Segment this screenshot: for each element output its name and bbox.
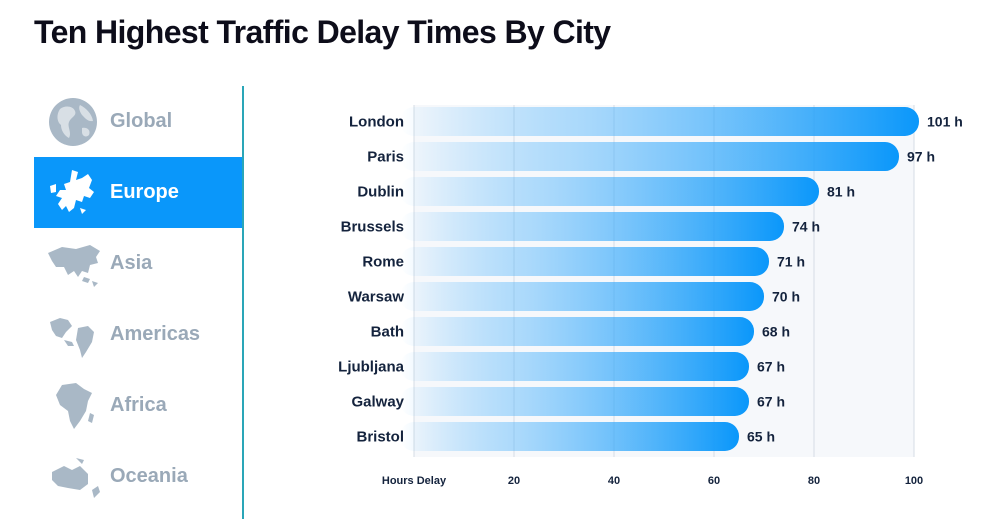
- nav-item-europe[interactable]: Europe: [34, 157, 243, 228]
- nav-item-africa[interactable]: Africa: [34, 370, 243, 441]
- nav-item-label: Europe: [110, 181, 179, 203]
- nav-item-asia[interactable]: Asia: [34, 228, 243, 299]
- category-label: Bath: [371, 324, 404, 341]
- nav-item-label: Asia: [110, 252, 153, 274]
- oceania-map-icon: [52, 457, 100, 498]
- x-tick-label: 80: [808, 475, 820, 487]
- category-label: Rome: [362, 254, 404, 271]
- x-tick-label: 100: [905, 475, 923, 487]
- category-label: Brussels: [341, 219, 404, 236]
- sidebar-divider: [242, 86, 244, 519]
- category-label: London: [349, 114, 404, 131]
- category-label: Ljubljana: [338, 359, 404, 376]
- value-label: 67 h: [757, 359, 785, 375]
- nav-item-label: Americas: [110, 323, 201, 345]
- x-axis-label: Hours Delay: [382, 475, 447, 487]
- nav-item-oceania[interactable]: Oceania: [34, 441, 243, 512]
- category-label: Paris: [367, 149, 404, 166]
- page-title: Ten Highest Traffic Delay Times By City: [34, 14, 611, 50]
- bars: [400, 107, 919, 451]
- x-tick-label: 40: [608, 475, 620, 487]
- category-label: Warsaw: [348, 289, 404, 306]
- nav-item-label: Global: [110, 110, 173, 132]
- value-label: 70 h: [772, 289, 800, 305]
- value-label: 97 h: [907, 149, 935, 165]
- region-sidebar: Global Europe Asia Americas Africa: [34, 86, 243, 519]
- bar: [400, 212, 784, 241]
- category-labels: London Paris Dublin Brussels Rome Warsaw Bath L…: [338, 114, 404, 446]
- x-tick-label: 60: [708, 475, 720, 487]
- americas-map-icon: [50, 317, 94, 358]
- nav-item-label: Oceania: [110, 465, 188, 487]
- x-axis-ticks: 20 40 60 80 100: [508, 475, 923, 487]
- value-label: 81 h: [827, 184, 855, 200]
- value-labels: 101 h 97 h 81 h 74 h 71 h 70 h 68 h 67 h 67 h 65 …: [747, 114, 963, 445]
- asia-map-icon: [48, 244, 100, 287]
- value-label: 65 h: [747, 429, 775, 445]
- bar: [400, 282, 764, 311]
- value-label: 67 h: [757, 394, 785, 410]
- bar: [400, 422, 739, 451]
- category-label: Dublin: [357, 184, 404, 201]
- globe-icon: [49, 97, 97, 146]
- bar: [400, 247, 769, 276]
- africa-map-icon: [56, 382, 94, 429]
- bar: [400, 107, 919, 136]
- value-label: 71 h: [777, 254, 805, 270]
- bar: [400, 317, 754, 346]
- bar: [400, 142, 899, 171]
- bar: [400, 177, 819, 206]
- nav-item-global[interactable]: Global: [34, 86, 243, 157]
- bar: [400, 387, 749, 416]
- value-label: 101 h: [927, 114, 963, 130]
- nav-item-americas[interactable]: Americas: [34, 299, 243, 370]
- value-label: 74 h: [792, 219, 820, 235]
- europe-map-icon: [50, 169, 94, 214]
- x-tick-label: 20: [508, 475, 520, 487]
- nav-item-label: Africa: [110, 394, 167, 416]
- category-label: Bristol: [356, 429, 404, 446]
- value-label: 68 h: [762, 324, 790, 340]
- category-label: Galway: [351, 394, 404, 411]
- bar: [400, 352, 749, 381]
